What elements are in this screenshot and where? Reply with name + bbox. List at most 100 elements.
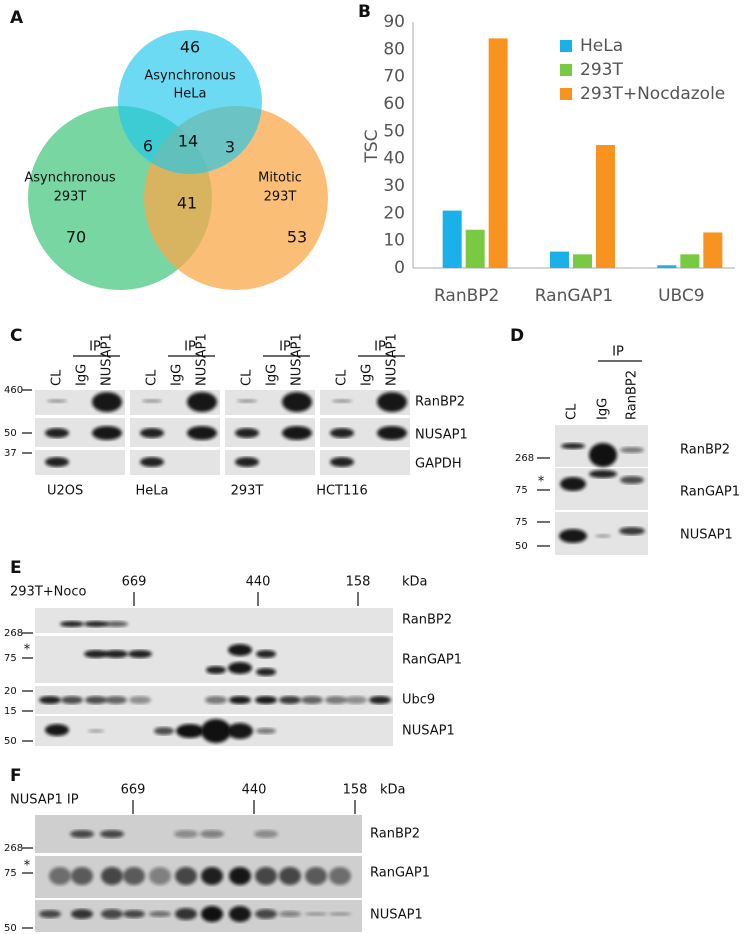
panel-label: B	[358, 2, 371, 22]
protein-label: RanBP2	[370, 827, 420, 842]
venn-label: Asynchronous	[24, 171, 115, 186]
blot-band	[142, 399, 162, 403]
venn-label: 293T	[54, 190, 87, 205]
protein-label: GAPDH	[415, 457, 462, 472]
venn-count: 14	[178, 132, 198, 151]
blot-band	[559, 529, 587, 543]
protein-label: RanBP2	[680, 443, 730, 458]
sample-label: 293T+Noco	[10, 585, 86, 600]
blot-band	[60, 621, 84, 627]
asterisk: *	[538, 475, 545, 490]
blot-band	[228, 662, 252, 674]
bar	[465, 229, 485, 268]
blot-band	[101, 867, 123, 885]
mw-marker: 460	[4, 385, 23, 396]
venn	[28, 30, 328, 290]
blot-band	[201, 906, 223, 922]
blot-band	[256, 650, 276, 658]
blot-band	[187, 392, 217, 412]
lane-label: IgG	[265, 364, 280, 386]
blot-band	[256, 668, 276, 676]
blot-band	[561, 443, 585, 449]
blot-band	[282, 392, 312, 412]
blot-band	[255, 909, 277, 919]
blot-band	[123, 867, 145, 885]
blot-band	[123, 910, 145, 918]
blot-band	[256, 728, 276, 734]
protein-label: RanGAP1	[402, 653, 462, 668]
size-marker: 669	[121, 783, 146, 798]
unit-label: kDa	[402, 575, 428, 590]
blot-band	[205, 696, 227, 704]
size-marker: 669	[122, 575, 147, 590]
mw-marker: 268	[4, 628, 23, 639]
mw-marker: 75	[4, 653, 17, 664]
legend-swatch	[560, 40, 572, 52]
lane-label: CL	[240, 369, 255, 386]
blot-band	[71, 909, 93, 919]
blot-band	[237, 399, 257, 403]
blot-band	[227, 723, 253, 739]
blot-band	[128, 650, 152, 658]
lane-label: IgG	[360, 364, 375, 386]
blot-band	[305, 912, 327, 916]
bar	[657, 265, 677, 268]
blot-band	[282, 426, 312, 440]
venn-count: 41	[177, 194, 197, 213]
blot-band	[49, 867, 71, 885]
mw-marker: 50	[4, 923, 17, 934]
blot-band	[70, 830, 94, 838]
mw-marker: 75	[4, 868, 17, 879]
blot-band	[71, 867, 93, 885]
blot-band	[45, 428, 69, 438]
asterisk: *	[24, 643, 31, 658]
blot-band	[254, 830, 278, 838]
lane-label: CL	[50, 369, 65, 386]
blot-band	[279, 867, 301, 885]
lane-label: NUSAP1	[385, 333, 400, 386]
blot-band	[149, 911, 171, 917]
y-tick-label: 90	[383, 12, 405, 32]
lane-label: NUSAP1	[100, 333, 115, 386]
blot-band	[332, 399, 352, 403]
blot-band	[329, 867, 351, 885]
mw-marker: 268	[4, 843, 23, 854]
blot-band	[201, 719, 231, 743]
blot-band	[325, 696, 347, 704]
bar	[550, 251, 569, 268]
blot-band	[84, 650, 108, 658]
panel-label: D	[510, 326, 524, 346]
y-tick-label: 10	[383, 231, 405, 251]
mw-marker: 50	[4, 428, 17, 439]
x-tick-label: RanGAP1	[535, 286, 614, 306]
panel-label: A	[10, 8, 24, 28]
protein-label: NUSAP1	[402, 724, 455, 739]
protein-label: RanGAP1	[680, 485, 740, 500]
bar	[680, 254, 700, 268]
blot-band	[88, 729, 104, 733]
protein-label: RanBP2	[415, 395, 465, 410]
blot-band	[105, 696, 127, 704]
blot-band	[255, 696, 277, 704]
bar	[596, 145, 615, 268]
blot-band	[206, 666, 226, 674]
bar	[442, 210, 462, 268]
blot-band	[39, 696, 61, 704]
blot-band	[39, 910, 61, 918]
bar	[573, 254, 592, 268]
venn-count: 46	[180, 38, 200, 57]
mw-marker: 20	[4, 686, 17, 697]
blot-band	[154, 727, 174, 735]
blot-band	[45, 457, 69, 467]
x-tick-label: UBC9	[658, 286, 705, 306]
blot-band	[45, 724, 69, 736]
blot-band	[85, 696, 107, 704]
venn-label: Asynchronous	[144, 69, 235, 84]
y-tick-label: 40	[383, 149, 405, 169]
venn-circle	[118, 30, 262, 174]
ip-label: IP	[89, 340, 101, 355]
blot-band	[235, 457, 259, 467]
blot-band	[175, 867, 197, 885]
blot-band	[47, 399, 67, 403]
